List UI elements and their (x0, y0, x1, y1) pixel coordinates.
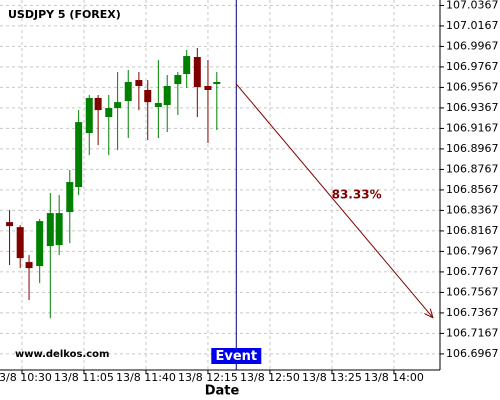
y-tick-label: 106.9167 (446, 121, 499, 134)
x-tick-label: 13/8 14:00 (364, 371, 424, 384)
x-tick-label: 13/8 10:30 (0, 371, 52, 384)
x-tick-label: 13/8 12:15 (178, 371, 238, 384)
candle-body (135, 80, 143, 86)
candle-body (6, 222, 14, 227)
x-tick-label: 13/8 11:05 (54, 371, 114, 384)
y-tick-label: 106.7367 (446, 306, 499, 319)
x-axis-label: Date (205, 384, 240, 399)
forecast-arrow (235, 83, 433, 318)
candle-body (16, 227, 24, 259)
y-tick-label: 106.6967 (446, 347, 499, 360)
y-tick-label: 106.8567 (446, 183, 499, 196)
candle-body (174, 75, 182, 85)
y-tick-label: 106.8167 (446, 224, 499, 237)
candle-body (163, 85, 171, 106)
candle-body (204, 85, 212, 90)
candle-body (183, 56, 191, 74)
y-tick-label: 106.7967 (446, 244, 499, 257)
candle-body (114, 102, 122, 109)
y-tick-label: 106.7767 (446, 265, 499, 278)
y-tick-label: 106.8367 (446, 203, 499, 216)
event-label: Event (215, 349, 257, 364)
candle-body (124, 81, 132, 102)
candle-body (25, 262, 33, 269)
candle-body (55, 213, 63, 246)
y-tick-label: 106.9367 (446, 101, 499, 114)
y-tick-label: 106.7567 (446, 285, 499, 298)
y-tick-label: 106.9967 (446, 39, 499, 52)
y-tick-label: 106.8767 (446, 162, 499, 175)
watermark: www.delkos.com (15, 349, 109, 360)
candle-body (66, 182, 74, 213)
grid (0, 0, 440, 370)
candle-body (213, 81, 221, 85)
y-tick-label: 106.9567 (446, 80, 499, 93)
candle-body (46, 213, 54, 247)
chart-title: USDJPY 5 (FOREX) (8, 8, 121, 21)
candle-body (193, 56, 201, 88)
candle-body (75, 122, 83, 188)
event-label-box (211, 348, 262, 364)
candle-body (36, 221, 44, 267)
candle-body (144, 89, 152, 103)
forecast-label: 83.33% (332, 187, 382, 201)
candle-body (105, 108, 113, 118)
candle-body (154, 103, 162, 108)
y-tick-label: 106.7167 (446, 326, 499, 339)
x-tick-label: 13/8 12:50 (240, 371, 300, 384)
marks (6, 47, 221, 319)
y-tick-label: 106.8967 (446, 142, 499, 155)
y-tick-label: 107.0367 (446, 0, 499, 11)
x-tick-label: 13/8 13:25 (302, 371, 362, 384)
x-tick-label: 13/8 11:40 (116, 371, 176, 384)
y-tick-label: 106.9767 (446, 60, 499, 73)
candle-body (94, 97, 102, 111)
candle-body (85, 97, 93, 134)
y-tick-label: 107.0167 (446, 19, 499, 32)
